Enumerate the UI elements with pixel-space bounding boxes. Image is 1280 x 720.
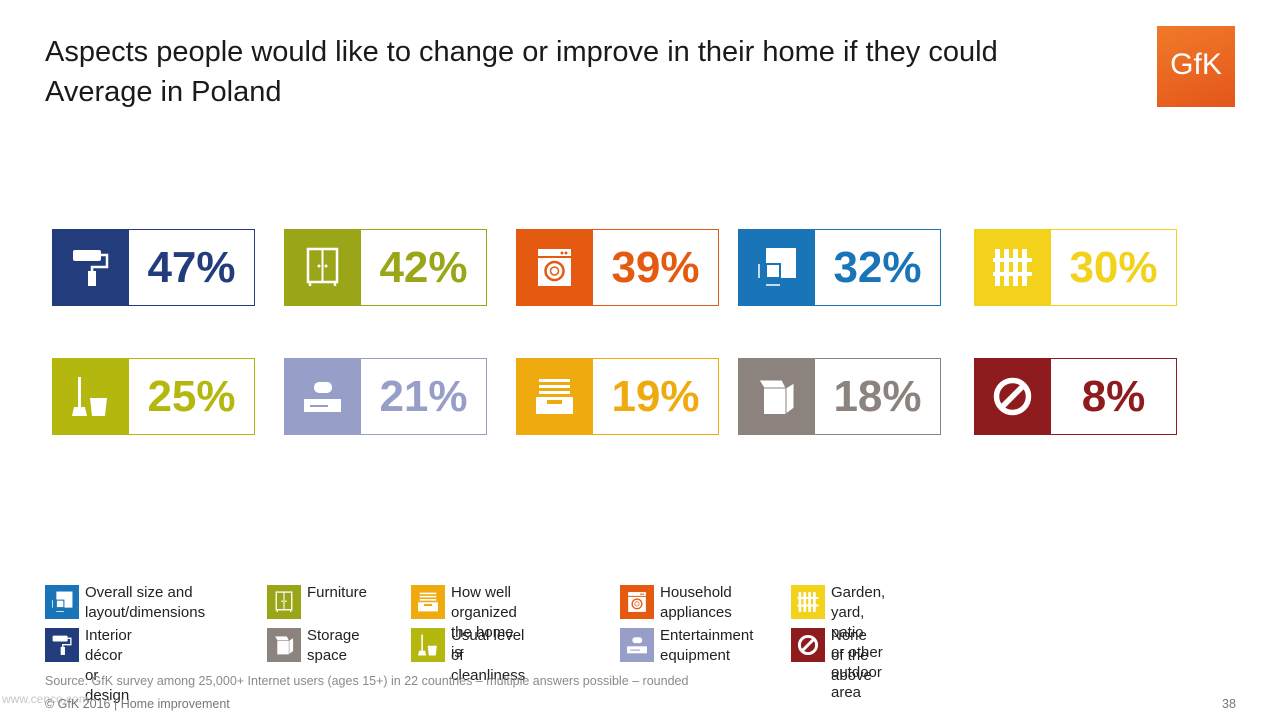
stat-card-icon-box xyxy=(284,358,361,435)
stat-card: 21% xyxy=(284,358,487,435)
floor-plan-icon xyxy=(758,248,796,286)
stat-card: 42% xyxy=(284,229,487,306)
source-note: Source: GfK survey among 25,000+ Interne… xyxy=(45,674,689,688)
legend-swatch xyxy=(411,628,445,662)
drawer-icon xyxy=(536,379,573,414)
wardrobe-icon xyxy=(275,591,293,612)
legend-swatch xyxy=(267,628,301,662)
legend-label: Storage space xyxy=(307,627,360,664)
stat-card: 19% xyxy=(516,358,719,435)
stat-card-value: 39% xyxy=(611,243,700,292)
fence-icon xyxy=(797,592,819,612)
box-icon xyxy=(758,379,795,415)
stat-card-icon-box xyxy=(516,229,593,306)
gfk-logo: GfK xyxy=(1157,26,1235,107)
stat-card-icon-box xyxy=(516,358,593,435)
legend-label: None of the above xyxy=(831,627,872,684)
wardrobe-icon xyxy=(306,247,339,286)
legend-label: How well organized the home is xyxy=(451,584,517,661)
washing-machine-icon xyxy=(538,249,571,286)
legend-swatch xyxy=(620,628,654,662)
footer-copyright: © GfK 2016 | Home improvement xyxy=(45,697,230,711)
legend-swatch xyxy=(620,585,654,619)
legend-label: Furniture xyxy=(307,584,368,601)
stat-card-icon-box xyxy=(738,358,815,435)
paint-roller-icon xyxy=(52,635,72,655)
legend-label: Garden, yard, patio or other outdoor are… xyxy=(831,584,886,701)
drawer-icon xyxy=(418,592,438,612)
game-console-icon xyxy=(304,382,341,412)
stat-card-icon-box xyxy=(284,229,361,306)
stat-card-value: 18% xyxy=(833,372,922,421)
stat-card: 39% xyxy=(516,229,719,306)
stat-card: 25% xyxy=(52,358,255,435)
stat-card-value: 42% xyxy=(379,243,468,292)
stat-card-value: 25% xyxy=(147,372,236,421)
legend-label: Overall size and layout/dimensions xyxy=(85,584,206,621)
title-line-2: Average in Poland xyxy=(45,76,282,108)
stat-card-value: 21% xyxy=(379,372,468,421)
game-console-icon xyxy=(627,637,647,654)
slide-title: Aspects people would like to change or i… xyxy=(45,32,998,112)
legend-swatch xyxy=(411,585,445,619)
prohibited-icon xyxy=(993,377,1032,416)
fence-icon xyxy=(993,249,1032,286)
legend-label: Household appliances xyxy=(660,584,732,621)
legend-swatch xyxy=(267,585,301,619)
stat-card: 30% xyxy=(974,229,1177,306)
stat-card-value: 19% xyxy=(611,372,700,421)
legend-label: Interior décor or design xyxy=(85,627,132,704)
stat-card-icon-box xyxy=(974,229,1051,306)
stat-card: 18% xyxy=(738,358,941,435)
prohibited-icon xyxy=(797,634,819,656)
mop-bucket-icon xyxy=(72,377,107,416)
legend-label: Entertainment equipment xyxy=(660,627,754,664)
watermark: www.cenco.com xyxy=(2,692,89,706)
gfk-logo-text: GfK xyxy=(1170,48,1222,81)
legend-swatch xyxy=(791,585,825,619)
legend-label: Usual level of cleanliness xyxy=(451,627,526,684)
title-line-1: Aspects people would like to change or i… xyxy=(45,36,998,68)
stat-card-icon-box xyxy=(974,358,1051,435)
stat-card-value: 32% xyxy=(833,243,922,292)
stat-card: 8% xyxy=(974,358,1177,435)
floor-plan-icon xyxy=(52,591,73,612)
paint-roller-icon xyxy=(73,250,109,286)
mop-bucket-icon xyxy=(418,634,437,656)
box-icon xyxy=(274,635,294,655)
washing-machine-icon xyxy=(628,592,646,612)
legend-swatch xyxy=(45,628,79,662)
stat-card: 47% xyxy=(52,229,255,306)
page-number: 38 xyxy=(1222,697,1236,711)
stat-card-icon-box xyxy=(52,358,129,435)
stat-card-icon-box xyxy=(738,229,815,306)
stat-card-value: 47% xyxy=(147,243,236,292)
stat-card-value: 8% xyxy=(1081,372,1146,421)
stat-card-value: 30% xyxy=(1069,243,1158,292)
legend-swatch xyxy=(791,628,825,662)
stat-card-icon-box xyxy=(52,229,129,306)
stat-card: 32% xyxy=(738,229,941,306)
legend-swatch xyxy=(45,585,79,619)
